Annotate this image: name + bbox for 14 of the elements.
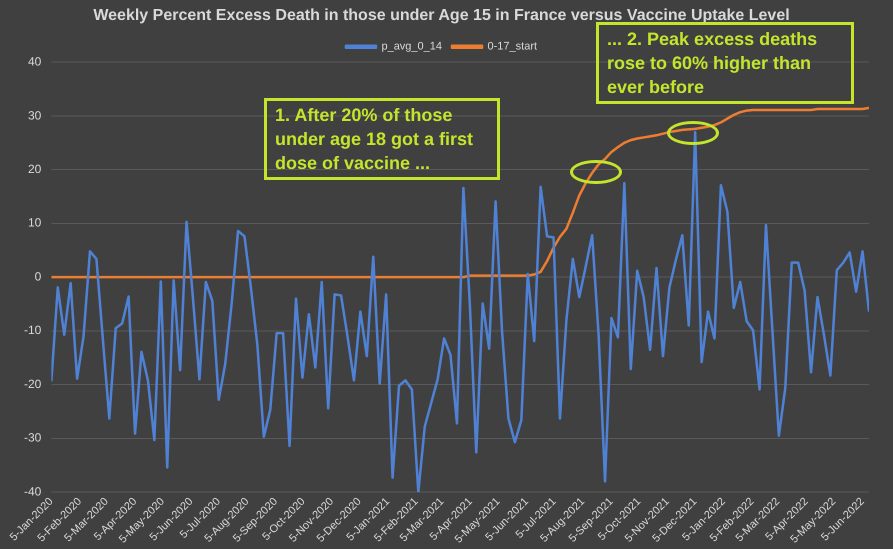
y-tick-label: 10 [28, 216, 42, 230]
y-tick-label: 30 [28, 108, 42, 122]
chart-title: Weekly Percent Excess Death in those under Age 15 in France versus Vaccine Uptake Level [93, 7, 790, 24]
legend-label: p_avg_0_14 [381, 40, 442, 53]
y-tick-label: 0 [34, 269, 42, 284]
y-tick-label: 20 [28, 162, 42, 176]
y-tick-label: -10 [24, 323, 42, 338]
annotation: ... 2. Peak excess deaths rose to 60% higher than ever before [607, 29, 818, 97]
y-tick-label: -20 [24, 376, 42, 391]
y-tick-label: -40 [24, 484, 42, 498]
y-tick-label: -30 [24, 430, 42, 445]
legend-label: 0-17_start [488, 40, 538, 53]
y-tick-label: 40 [28, 54, 42, 69]
annotation: 1. After 20% of those under age 18 got a first dose of vaccine ... [264, 98, 500, 180]
